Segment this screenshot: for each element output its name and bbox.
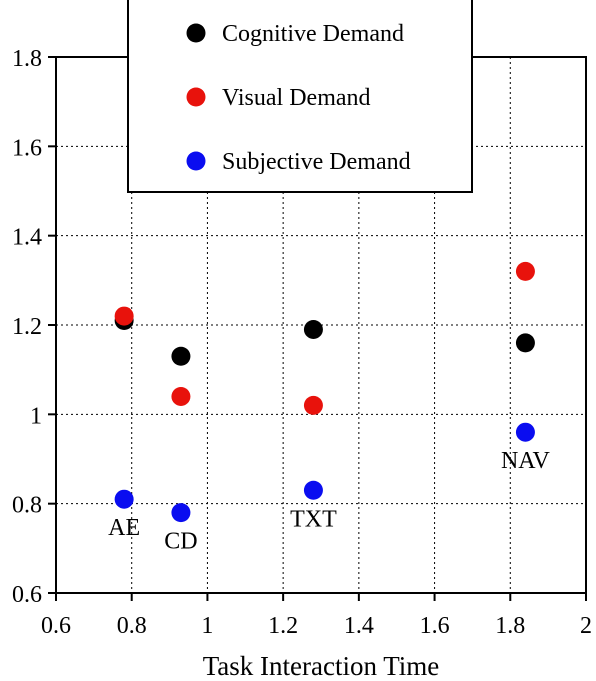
y-tick-labels: 0.6 0.8 1 1.2 1.4 1.6 1.8 <box>12 46 42 608</box>
data-point-cognitive-demand <box>515 333 535 353</box>
data-point-subjective-demand <box>114 489 134 509</box>
x-tick-label: 1.4 <box>344 613 374 639</box>
x-tick-label: 0.8 <box>117 613 147 639</box>
point-annotation: AE <box>108 515 140 541</box>
x-axis-title: Task Interaction Time <box>203 651 440 681</box>
data-point-visual-demand <box>515 261 535 281</box>
legend: Cognitive Demand Visual Demand Subjective … <box>127 0 473 193</box>
y-tick-label: 1 <box>30 403 42 429</box>
data-point-cognitive-demand <box>303 319 323 339</box>
data-points <box>114 261 535 523</box>
data-point-subjective-demand <box>515 422 535 442</box>
data-point-subjective-demand <box>303 480 323 500</box>
data-point-visual-demand <box>114 306 134 326</box>
x-tick-label: 1.6 <box>420 613 450 639</box>
y-tick-label: 0.6 <box>12 582 42 608</box>
y-tick-label: 1.2 <box>12 314 42 340</box>
x-tick-label: 0.6 <box>41 613 71 639</box>
x-tick-label: 1.8 <box>495 613 525 639</box>
legend-label: Cognitive Demand <box>222 21 404 47</box>
x-tick-label: 2 <box>580 613 592 639</box>
x-tick-label: 1.2 <box>268 613 298 639</box>
point-annotations: AE CD TXT NAV <box>108 448 550 554</box>
grid-lines <box>56 57 586 593</box>
data-point-visual-demand <box>303 395 323 415</box>
legend-marker <box>186 87 206 107</box>
x-tick-label: 1 <box>201 613 213 639</box>
x-tick-labels: 0.6 0.8 1 1.2 1.4 1.6 1.8 2 <box>41 613 592 639</box>
data-point-subjective-demand <box>171 503 191 523</box>
legend-marker <box>186 151 206 171</box>
data-point-visual-demand <box>171 386 191 406</box>
point-annotation: TXT <box>290 506 337 532</box>
axis-ticks <box>48 56 587 601</box>
data-point-cognitive-demand <box>171 346 191 366</box>
y-tick-label: 1.8 <box>12 46 42 72</box>
legend-label: Subjective Demand <box>222 149 411 175</box>
y-tick-label: 1.4 <box>12 225 42 251</box>
y-tick-label: 0.8 <box>12 493 42 519</box>
legend-box <box>127 0 473 193</box>
y-tick-label: 1.6 <box>12 135 42 161</box>
legend-label: Visual Demand <box>222 85 371 111</box>
point-annotation: NAV <box>501 448 551 474</box>
point-annotation: CD <box>164 529 197 555</box>
legend-marker <box>186 23 206 43</box>
